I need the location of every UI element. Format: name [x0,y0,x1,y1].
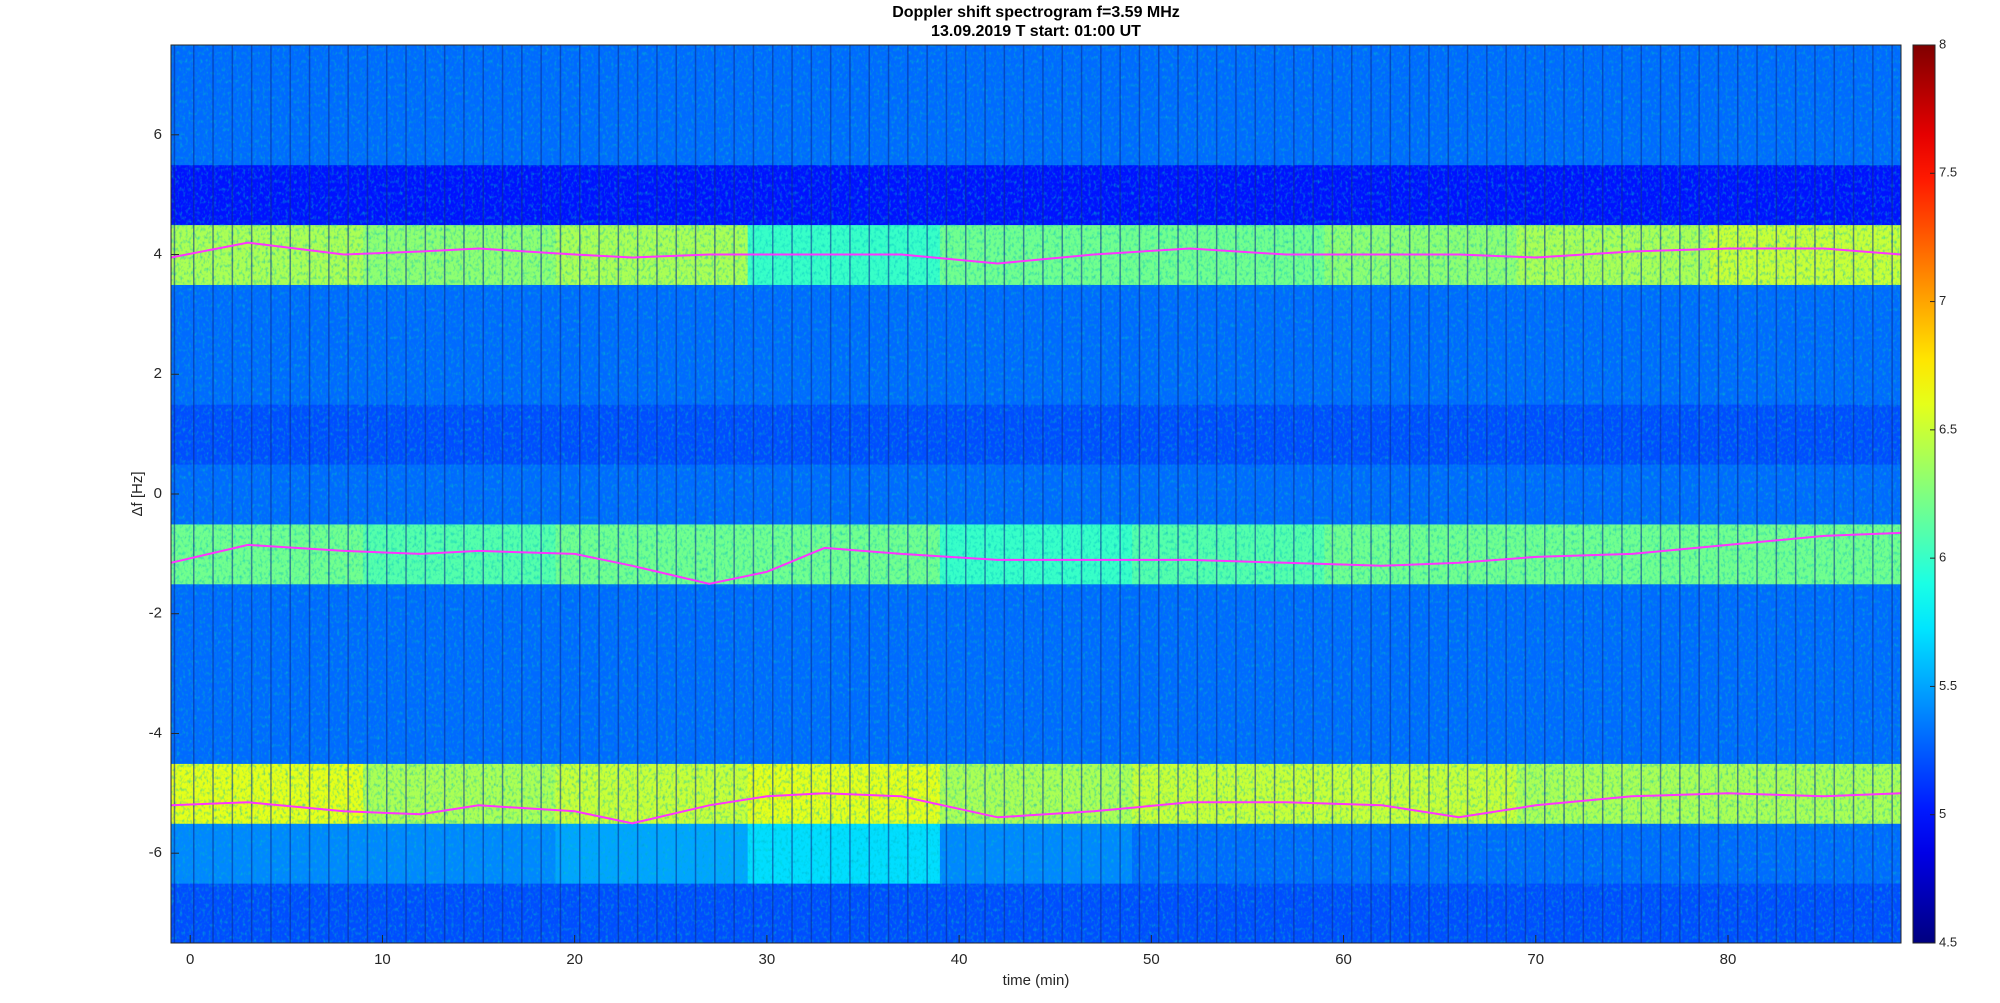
y-tick-label: -2 [149,605,162,622]
x-tick-label: 20 [566,951,583,968]
x-tick-label: 30 [759,951,776,968]
chart-subtitle: 13.09.2019 T start: 01:00 UT [931,23,1141,40]
colorbar-tick-label: 6.5 [1939,421,1957,436]
x-tick-label: 40 [951,951,968,968]
colorbar-tick-label: 8 [1939,36,1946,51]
x-tick-label: 10 [374,951,391,968]
y-tick-label: -6 [149,844,162,861]
x-tick-label: 80 [1720,951,1737,968]
colorbar-tick-label: 5 [1939,806,1946,821]
colorbar-tick-label: 5.5 [1939,678,1957,693]
x-tick-label: 70 [1527,951,1544,968]
chart-title: Doppler shift spectrogram f=3.59 MHz [892,4,1180,21]
doppler-trace [171,792,1901,825]
traces [171,241,1901,825]
x-tick-label: 0 [186,951,194,968]
colorbar-tick-label: 7.5 [1939,165,1957,180]
colorbar [1912,44,1936,944]
colorbar-tick-label: 7 [1939,293,1946,308]
y-axis-label: Δf [Hz] [129,471,146,516]
y-tick-label: -4 [149,724,162,741]
doppler-trace [171,531,1901,585]
x-tick-label: 50 [1143,951,1160,968]
colorbar-tick-label: 4.5 [1939,934,1957,949]
y-tick-label: 0 [154,485,162,502]
colorbar-tick-label: 6 [1939,550,1946,565]
doppler-trace [171,241,1901,265]
y-tick-label: 2 [154,365,162,382]
x-tick-label: 60 [1335,951,1352,968]
texture [171,45,1901,943]
y-tick-label: 4 [154,246,162,263]
y-tick-label: 6 [154,126,162,143]
x-axis-label: time (min) [1003,972,1070,989]
